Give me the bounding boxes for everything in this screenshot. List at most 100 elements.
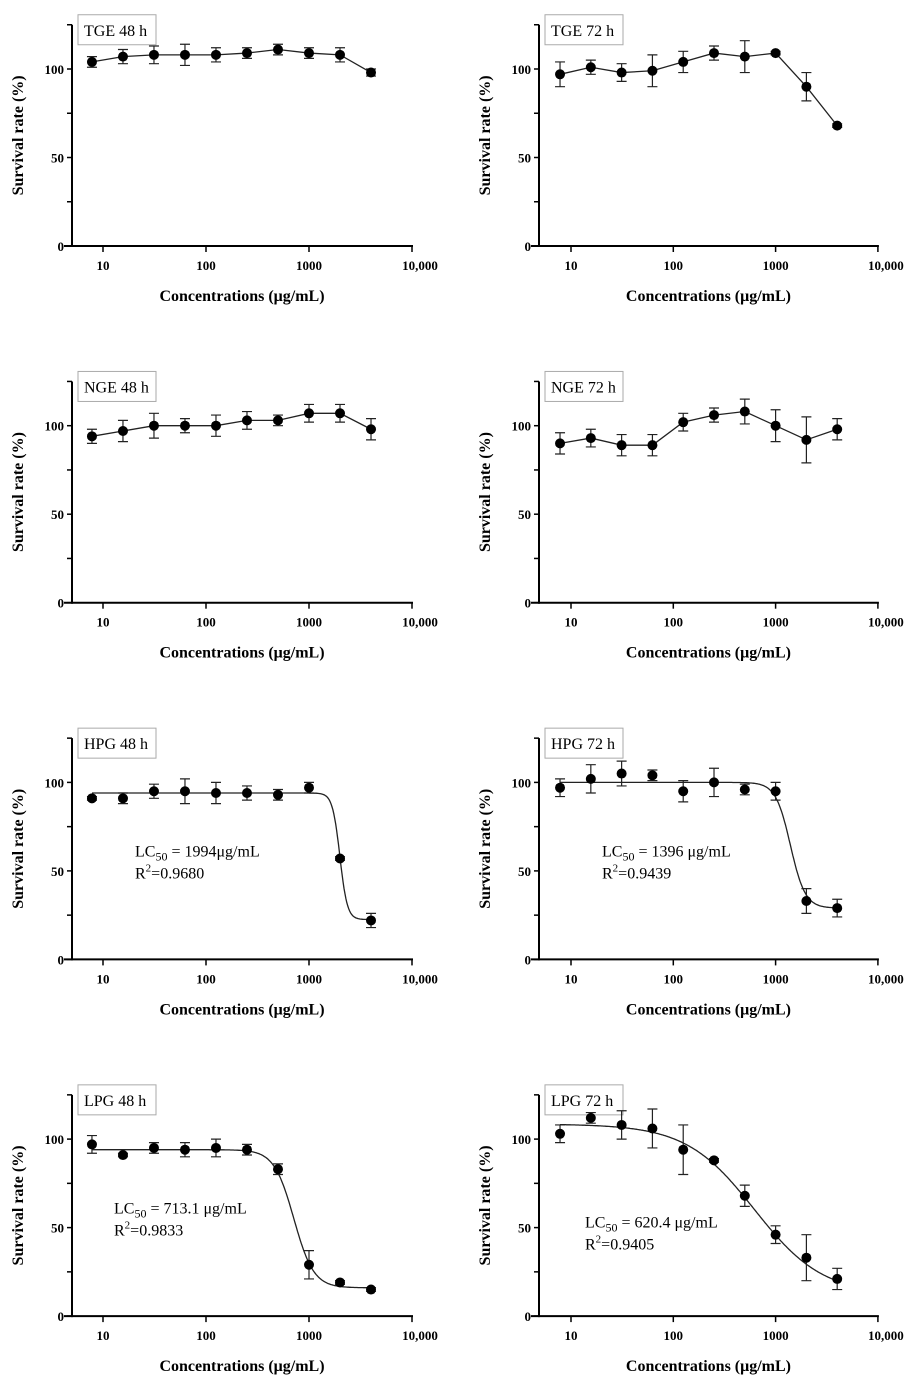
x-axis-label: Concentrations (μg/mL) bbox=[159, 288, 324, 305]
lc50-subscript: 50 bbox=[134, 1206, 146, 1220]
data-point bbox=[335, 49, 346, 60]
data-point bbox=[739, 784, 750, 795]
title-text: NGE 72 h bbox=[551, 379, 616, 396]
x-axis-label: Concentrations (μg/mL) bbox=[626, 1358, 791, 1375]
y-axis-label: Survival rate (%) bbox=[10, 789, 27, 909]
data-point bbox=[335, 1277, 346, 1288]
data-point bbox=[179, 420, 190, 431]
title-box bbox=[77, 1084, 157, 1116]
x-tick-label: 100 bbox=[196, 1328, 216, 1343]
data-point bbox=[739, 51, 750, 62]
data-point bbox=[179, 786, 190, 797]
data-point bbox=[801, 1252, 812, 1263]
lc50-value: = 620.4 μg/mL bbox=[617, 1215, 717, 1232]
data-point bbox=[616, 768, 627, 779]
lc50-value: = 713.1 μg/mL bbox=[146, 1200, 246, 1217]
x-tick-label: 10 bbox=[565, 1328, 578, 1343]
data-point bbox=[366, 424, 377, 435]
data-point bbox=[117, 51, 128, 62]
data-point bbox=[770, 1229, 781, 1240]
data-point bbox=[616, 1119, 627, 1130]
title-text: TGE 48 h bbox=[84, 23, 147, 40]
data-point bbox=[678, 786, 689, 797]
fit-curve bbox=[560, 781, 838, 909]
series-line bbox=[559, 52, 838, 127]
data-point bbox=[678, 56, 689, 67]
data-point bbox=[272, 415, 283, 426]
y-axis-label: Survival rate (%) bbox=[10, 1145, 27, 1265]
title-text: HPG 48 h bbox=[84, 736, 148, 753]
data-point bbox=[832, 120, 843, 131]
y-tick-label: 0 bbox=[58, 239, 65, 254]
data-point bbox=[148, 786, 159, 797]
r2-annotation: R2=0.9405 bbox=[585, 1234, 654, 1254]
data-point bbox=[770, 48, 781, 59]
data-point bbox=[179, 1144, 190, 1155]
data-point bbox=[585, 773, 596, 784]
y-tick-label: 100 bbox=[45, 775, 65, 790]
data-point bbox=[555, 1128, 566, 1139]
x-tick-label: 10 bbox=[565, 971, 578, 986]
x-tick-label: 100 bbox=[664, 1328, 684, 1343]
chart-panel: 0 50 100 10 100 1000 10,000 Concentrations (μg/… bbox=[10, 14, 438, 305]
r2-value: =0.9405 bbox=[601, 1237, 654, 1254]
y-tick-label: 50 bbox=[518, 1221, 531, 1236]
panel-title: TGE 48 h bbox=[77, 14, 157, 46]
data-point bbox=[241, 415, 252, 426]
fit-curve bbox=[92, 792, 371, 921]
data-point bbox=[148, 420, 159, 431]
data-point bbox=[272, 44, 283, 55]
lc50-subscript: 50 bbox=[155, 850, 167, 864]
x-tick-label: 100 bbox=[664, 971, 684, 986]
y-tick-label: 0 bbox=[58, 1309, 65, 1324]
r2-label: R bbox=[602, 866, 613, 883]
panel-title: NGE 72 h bbox=[544, 370, 624, 402]
data-point bbox=[770, 420, 781, 431]
title-box bbox=[77, 370, 157, 402]
data-point bbox=[801, 434, 812, 445]
y-tick-label: 100 bbox=[512, 62, 532, 77]
r2-label: R bbox=[114, 1222, 125, 1239]
chart-panel: 0 50 100 10 100 1000 10,000 Concentrations (μg/… bbox=[477, 1084, 904, 1375]
lc50-subscript: 50 bbox=[605, 1221, 617, 1235]
y-tick-label: 50 bbox=[518, 864, 531, 879]
title-box bbox=[77, 727, 157, 759]
y-tick-label: 100 bbox=[512, 419, 532, 434]
lc50-annotation: LC50 = 713.1 μg/mL bbox=[114, 1200, 247, 1220]
fit-curve bbox=[92, 1149, 371, 1289]
lc50-label: LC bbox=[135, 844, 155, 861]
data-point bbox=[555, 69, 566, 80]
y-axis-label: Survival rate (%) bbox=[477, 432, 494, 552]
r2-value: =0.9439 bbox=[618, 866, 671, 883]
title-text: LPG 48 h bbox=[84, 1093, 146, 1110]
x-tick-label: 10,000 bbox=[868, 615, 904, 630]
x-tick-label: 10,000 bbox=[402, 258, 438, 273]
data-point bbox=[86, 56, 97, 67]
x-tick-label: 10 bbox=[97, 615, 110, 630]
data-point bbox=[585, 433, 596, 444]
lc50-label: LC bbox=[585, 1215, 605, 1232]
panel-title: NGE 48 h bbox=[77, 370, 157, 402]
y-tick-label: 100 bbox=[45, 1132, 65, 1147]
y-tick-label: 100 bbox=[512, 1132, 532, 1147]
y-tick-label: 100 bbox=[512, 775, 532, 790]
data-point bbox=[210, 420, 221, 431]
data-point bbox=[555, 438, 566, 449]
data-point bbox=[366, 915, 377, 926]
title-box bbox=[77, 14, 157, 46]
data-point bbox=[832, 903, 843, 914]
y-tick-label: 100 bbox=[45, 419, 65, 434]
y-axis-label: Survival rate (%) bbox=[10, 432, 27, 552]
data-point bbox=[210, 1142, 221, 1153]
data-point bbox=[86, 1139, 97, 1150]
data-point bbox=[770, 786, 781, 797]
data-point bbox=[117, 426, 128, 437]
r2-superscript: 2 bbox=[125, 1219, 131, 1231]
data-point bbox=[647, 770, 658, 781]
series-line bbox=[559, 410, 838, 446]
data-point bbox=[86, 793, 97, 804]
data-point bbox=[272, 1164, 283, 1175]
x-tick-label: 1000 bbox=[296, 615, 322, 630]
y-axis-label: Survival rate (%) bbox=[477, 75, 494, 195]
title-box bbox=[544, 14, 624, 46]
